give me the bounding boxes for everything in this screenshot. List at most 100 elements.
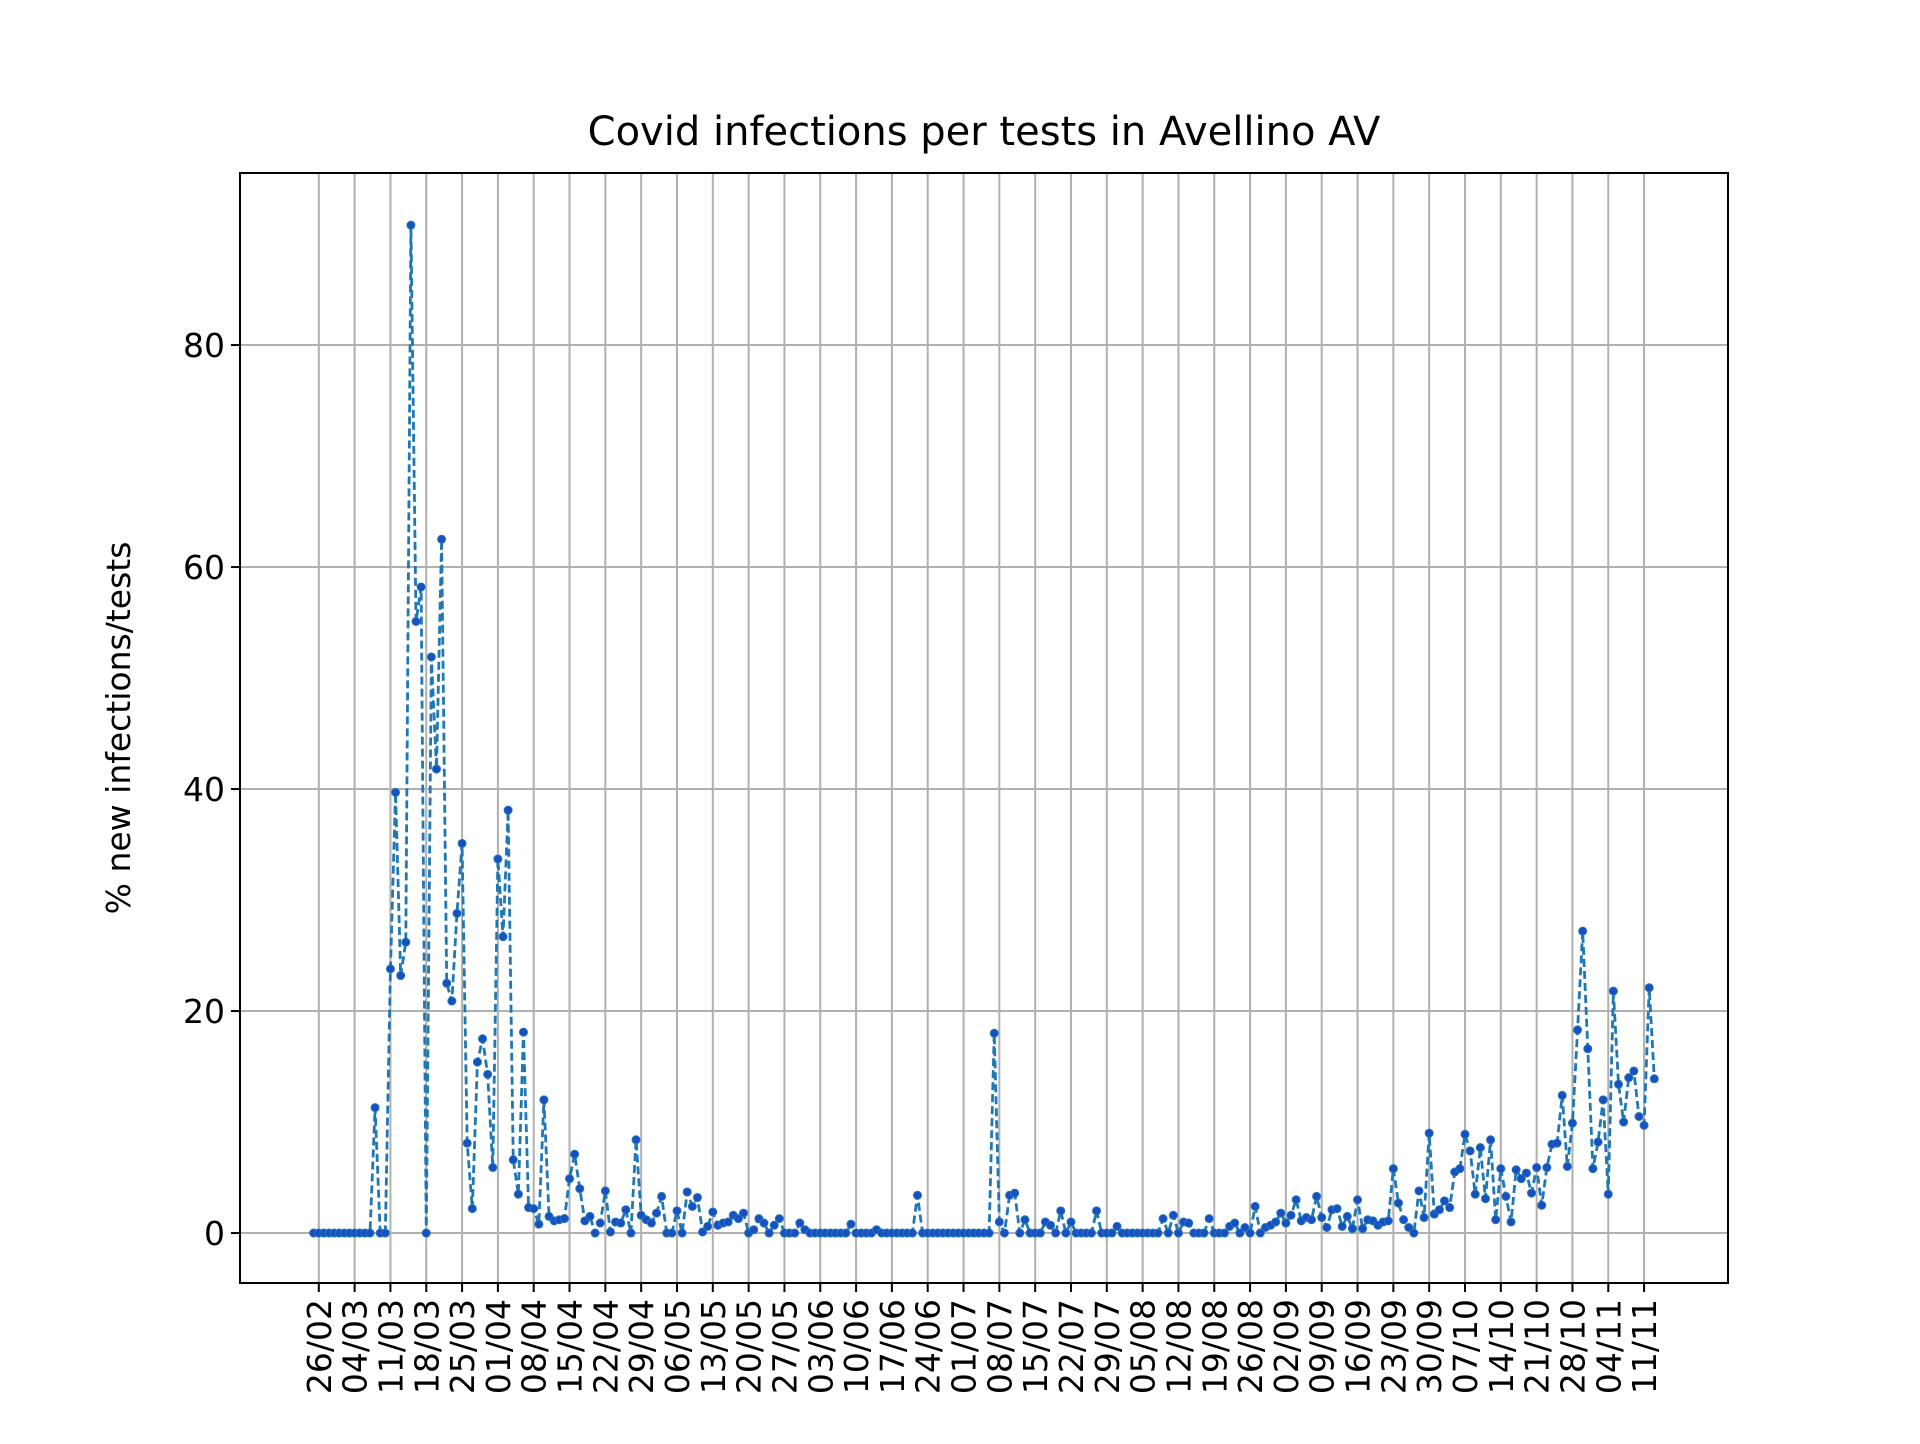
data-point xyxy=(1521,1168,1531,1178)
data-point xyxy=(1511,1165,1521,1175)
data-point xyxy=(529,1204,539,1214)
data-point xyxy=(1475,1143,1485,1153)
x-tick-label: 06/05 xyxy=(658,1299,697,1394)
data-point xyxy=(774,1214,784,1224)
data-point xyxy=(447,996,457,1006)
data-point xyxy=(795,1218,805,1228)
data-point xyxy=(626,1228,636,1238)
data-point xyxy=(1317,1213,1327,1223)
data-point xyxy=(1173,1228,1183,1238)
data-point xyxy=(1501,1191,1511,1201)
data-point xyxy=(1634,1112,1644,1121)
data-point xyxy=(472,1057,482,1067)
data-point xyxy=(616,1218,626,1228)
data-point xyxy=(570,1149,580,1159)
data-point xyxy=(1557,1090,1567,1100)
data-point xyxy=(513,1189,523,1199)
data-point xyxy=(1424,1128,1434,1138)
data-point xyxy=(769,1220,779,1230)
data-point xyxy=(1480,1194,1490,1204)
data-point xyxy=(1342,1211,1352,1221)
y-tick-label: 40 xyxy=(183,770,225,809)
y-tick-label: 0 xyxy=(204,1214,225,1253)
data-point xyxy=(672,1206,682,1216)
data-point xyxy=(391,787,401,797)
data-point xyxy=(1516,1174,1526,1184)
data-point xyxy=(1383,1216,1393,1226)
data-point xyxy=(1219,1228,1229,1238)
data-point xyxy=(421,1228,431,1238)
data-point xyxy=(994,1217,1004,1227)
x-tick-label: 21/10 xyxy=(1518,1299,1557,1394)
data-point xyxy=(478,1034,488,1044)
data-point xyxy=(764,1228,774,1238)
data-point xyxy=(1107,1228,1117,1238)
x-tick-label: 19/08 xyxy=(1195,1299,1234,1394)
data-point xyxy=(518,1027,528,1037)
data-point xyxy=(401,937,411,947)
data-point xyxy=(508,1155,518,1165)
data-point xyxy=(590,1228,600,1238)
x-tick-label: 27/05 xyxy=(765,1299,804,1394)
data-point xyxy=(698,1227,708,1237)
x-tick-label: 09/09 xyxy=(1303,1299,1342,1394)
data-point xyxy=(984,1228,994,1238)
data-point xyxy=(437,534,447,544)
data-point xyxy=(1552,1138,1562,1148)
data-point xyxy=(1358,1224,1368,1234)
data-point xyxy=(999,1228,1009,1238)
x-tick-label: 07/10 xyxy=(1446,1299,1485,1394)
data-point xyxy=(1608,986,1618,996)
data-point xyxy=(1567,1118,1577,1128)
plot-frame xyxy=(239,172,1729,1284)
data-point xyxy=(1619,1117,1629,1127)
data-point xyxy=(733,1214,743,1224)
data-point xyxy=(396,971,406,981)
y-tick-label: 20 xyxy=(183,992,225,1031)
data-point xyxy=(1347,1224,1357,1234)
data-point xyxy=(1573,1025,1583,1035)
data-point xyxy=(575,1184,585,1194)
data-point xyxy=(912,1190,922,1200)
data-point xyxy=(1056,1206,1066,1216)
x-tick-label: 04/03 xyxy=(336,1299,375,1394)
data-point xyxy=(1486,1135,1496,1145)
data-point xyxy=(1271,1217,1281,1227)
x-tick-label: 16/09 xyxy=(1339,1299,1378,1394)
data-point xyxy=(1542,1163,1552,1173)
data-point xyxy=(370,1103,380,1113)
data-point xyxy=(1092,1206,1102,1216)
data-point xyxy=(1291,1195,1301,1205)
data-point xyxy=(1035,1228,1045,1238)
x-tick-label: 23/09 xyxy=(1374,1299,1413,1394)
data-point xyxy=(1593,1137,1603,1147)
data-point xyxy=(1649,1074,1659,1084)
data-point xyxy=(1337,1221,1347,1231)
data-point xyxy=(600,1186,610,1196)
data-point xyxy=(595,1218,605,1228)
data-point xyxy=(667,1228,677,1238)
data-point xyxy=(1506,1217,1516,1227)
data-point xyxy=(1537,1200,1547,1210)
data-point xyxy=(1153,1228,1163,1238)
data-point xyxy=(1491,1215,1501,1225)
data-point xyxy=(1010,1188,1020,1198)
data-point xyxy=(1562,1161,1572,1171)
x-tick-label: 08/04 xyxy=(515,1299,554,1394)
data-point xyxy=(1629,1066,1639,1076)
x-tick-label: 20/05 xyxy=(730,1299,769,1394)
y-axis: 0 20 40 60 80 xyxy=(183,326,240,1253)
data-point xyxy=(841,1228,851,1238)
data-point xyxy=(907,1228,917,1238)
data-point xyxy=(652,1208,662,1218)
data-point xyxy=(385,964,395,974)
x-tick-label: 17/06 xyxy=(873,1299,912,1394)
data-point xyxy=(989,1028,999,1038)
x-tick-label: 22/07 xyxy=(1052,1299,1091,1394)
data-point xyxy=(1046,1220,1056,1230)
x-tick-label: 11/11 xyxy=(1625,1299,1664,1394)
data-point xyxy=(1644,983,1654,993)
data-point xyxy=(687,1201,697,1211)
x-tick-label: 26/08 xyxy=(1231,1299,1270,1394)
data-point xyxy=(1388,1164,1398,1174)
